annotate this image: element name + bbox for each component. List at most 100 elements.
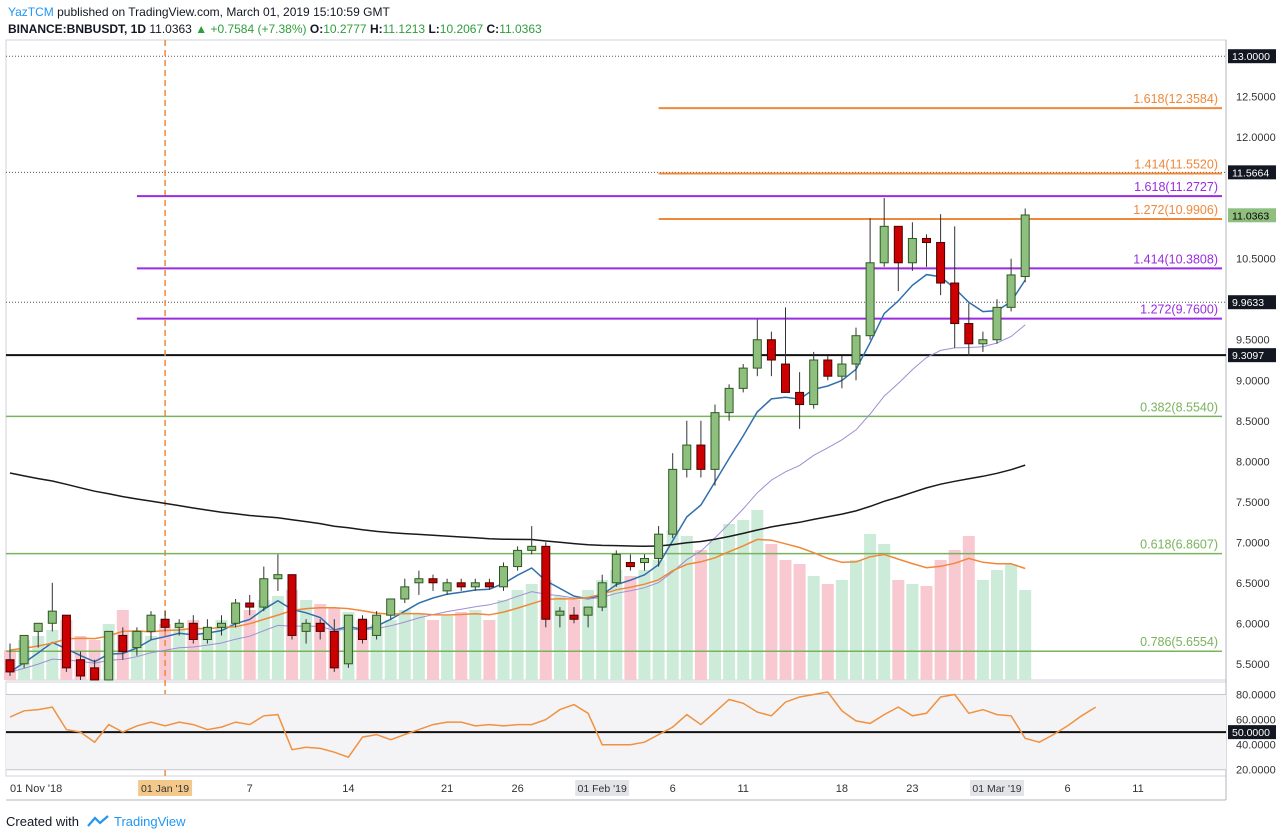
candle-body <box>329 630 339 669</box>
candle-body <box>188 622 198 640</box>
price-badge-label: 13.0000 <box>1232 51 1270 63</box>
candle <box>851 327 861 381</box>
candle-body <box>400 586 410 600</box>
candle <box>343 614 353 668</box>
candle <box>992 299 1002 344</box>
candle-body <box>752 339 762 369</box>
candle-body <box>386 598 396 616</box>
low-value: 10.2067 <box>439 22 484 36</box>
candle-body <box>710 412 720 470</box>
high-value: 11.1213 <box>382 22 426 36</box>
candle <box>273 554 283 591</box>
price-axis-tick: 8.5000 <box>1236 416 1270 428</box>
candle-body <box>583 606 593 616</box>
volume-bar <box>638 570 651 680</box>
time-axis-tick: 23 <box>906 783 918 795</box>
candle-body <box>358 618 367 640</box>
candle-body <box>47 610 57 624</box>
time-axis-highlight-label: 01 Mar '19 <box>972 783 1021 795</box>
candle <box>76 651 85 680</box>
candle-body <box>992 306 1002 341</box>
candle <box>499 562 508 591</box>
time-axis-tick: 11 <box>737 783 748 795</box>
candle-body <box>343 614 353 665</box>
candle <box>922 234 931 267</box>
candle <box>555 607 565 628</box>
candle <box>907 222 917 271</box>
candle <box>329 619 339 672</box>
time-axis-highlight-label: 01 Feb '19 <box>578 783 627 795</box>
candle <box>484 578 494 590</box>
price-axis-tick: 12.5000 <box>1236 92 1276 104</box>
candle <box>752 319 762 377</box>
price-axis-tick: 6.5000 <box>1236 578 1270 590</box>
candle <box>118 627 128 660</box>
candle-body <box>950 282 960 325</box>
candle-body <box>484 582 494 588</box>
candle-body <box>907 237 917 264</box>
candle-body <box>5 659 15 673</box>
candle <box>245 594 255 616</box>
price-badge-label: 9.9633 <box>1232 297 1264 309</box>
time-axis-highlight <box>970 780 1024 796</box>
candle-body <box>76 659 85 677</box>
candle-body <box>527 545 537 551</box>
volume-bar <box>271 596 284 680</box>
candle <box>541 542 551 628</box>
price-badge-label: 11.0363 <box>1232 210 1269 222</box>
fib-level-label: 1.414(11.5520) <box>1134 158 1218 172</box>
volume-bar <box>511 590 524 680</box>
candle <box>442 578 452 595</box>
candle <box>569 607 579 624</box>
volume-bar <box>962 536 975 680</box>
candle <box>400 578 410 604</box>
candle-body <box>724 387 734 414</box>
volume-bar <box>1019 590 1032 680</box>
volume-bar <box>934 560 947 680</box>
volume-bar <box>906 584 919 680</box>
candle-body <box>936 242 946 284</box>
candle-body <box>837 363 847 377</box>
candle <box>950 226 960 348</box>
volume-bar <box>765 544 778 680</box>
candle <box>809 351 819 409</box>
candle-body <box>569 614 579 620</box>
time-axis-tick: 11 <box>1132 783 1143 795</box>
candle-body <box>470 582 480 588</box>
volume-bar <box>793 564 806 680</box>
candle <box>386 598 396 620</box>
volume-bar <box>441 616 454 680</box>
author-link[interactable]: YazTCM <box>8 5 54 19</box>
candle-body <box>90 667 100 681</box>
fib-level-label: 0.786(5.6554) <box>1140 635 1218 649</box>
volume-bar <box>201 632 214 680</box>
time-axis-highlight <box>575 780 630 796</box>
rsi-line <box>9 691 1097 759</box>
volume-bar <box>243 610 256 680</box>
volume-bar <box>215 620 228 680</box>
candle-body <box>893 225 903 264</box>
candle <box>682 420 692 478</box>
close-value: 11.0363 <box>499 22 542 36</box>
tradingview-link[interactable]: TradingView <box>114 814 186 829</box>
candle <box>597 574 607 612</box>
candle-body <box>273 574 283 580</box>
volume-bar <box>384 620 397 680</box>
volume-bar <box>624 576 637 680</box>
change-up-icon: ▲ <box>195 22 208 36</box>
volume-bar <box>229 624 242 680</box>
fib-level-label: 0.618(6.8607) <box>1140 538 1218 552</box>
candle-body <box>456 582 466 588</box>
candle-body <box>795 391 805 406</box>
candle-body <box>372 614 382 636</box>
volume-bar <box>553 596 566 680</box>
candle-body <box>146 614 156 632</box>
volume-bar <box>568 600 580 680</box>
candle <box>372 611 382 640</box>
candle <box>823 355 833 381</box>
candle-body <box>964 323 974 345</box>
price-badge <box>1228 295 1276 310</box>
candle <box>1020 208 1030 283</box>
fib-level-label: 1.272(9.7600) <box>1140 303 1218 317</box>
